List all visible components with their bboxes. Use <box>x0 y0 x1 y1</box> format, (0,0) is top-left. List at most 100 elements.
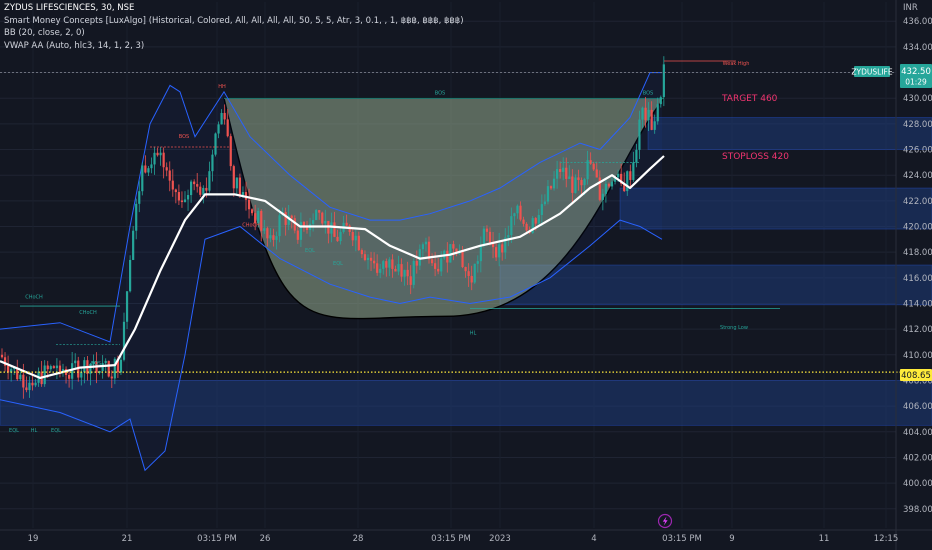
candle <box>394 265 397 272</box>
x-tick-label: 9 <box>729 534 734 544</box>
y-tick-label: 428.00 <box>903 120 932 130</box>
candle <box>351 229 354 247</box>
y-tick-label: 412.00 <box>903 325 932 335</box>
candle <box>430 253 434 266</box>
time-axis[interactable]: 19 21 03:15 PM 26 28 03:15 PM 2023 4 03:15 PM 9 11… <box>0 529 932 544</box>
candle <box>214 132 217 157</box>
indicator-smc[interactable]: Smart Money Concepts [LuxAlgo] (Historic… <box>4 15 464 26</box>
candle <box>559 161 562 179</box>
candle <box>565 157 568 188</box>
x-tick-label: 03:15 PM <box>431 534 471 544</box>
smc-label: CHoCH <box>25 294 43 300</box>
candle <box>519 201 522 222</box>
candle <box>232 164 235 197</box>
candle <box>165 162 168 177</box>
currency-label: INR <box>903 3 918 13</box>
candle <box>366 254 370 270</box>
y-tick-label: 416.00 <box>903 274 932 284</box>
vwap-path <box>0 155 665 379</box>
candle <box>360 248 363 258</box>
candle <box>217 121 220 139</box>
candle <box>68 371 71 388</box>
y-tick-label: 434.00 <box>903 43 932 53</box>
candle <box>226 108 229 138</box>
indicator-bb[interactable]: BB (20, close, 2, 0) <box>4 28 85 38</box>
candle <box>260 209 263 242</box>
symbol-tag-text: ZYDUSLIFE <box>851 68 892 77</box>
order-block-zone <box>647 117 932 150</box>
candle <box>397 255 400 276</box>
candle <box>153 146 156 175</box>
smc-label: BOS <box>643 90 653 96</box>
candle <box>156 147 159 157</box>
candle <box>339 227 342 245</box>
x-tick-label: 03:15 PM <box>197 534 237 544</box>
candle <box>186 189 190 211</box>
x-tick-label: 03:15 PM <box>662 534 702 544</box>
candle <box>504 228 507 259</box>
candle <box>604 177 607 203</box>
symbol-title[interactable]: ZYDUS LIFESCIENCES, 30, NSE <box>4 3 135 13</box>
smc-label: HL <box>31 428 38 434</box>
y-tick-label: 410.00 <box>903 351 932 361</box>
candle <box>507 225 510 247</box>
candle <box>543 194 546 206</box>
candle <box>556 160 559 189</box>
candle <box>485 225 489 242</box>
candle <box>318 210 321 220</box>
y-tick-label: 400.00 <box>903 479 932 489</box>
stoploss-label: STOPLOSS 420 <box>722 152 789 162</box>
candle <box>28 376 31 398</box>
candle <box>644 96 647 128</box>
indicator-vwap[interactable]: VWAP AA (Auto, hlc3, 14, 1, 2, 3) <box>4 40 145 51</box>
candle <box>376 254 379 276</box>
candle <box>659 95 662 108</box>
smc-label: Weak High <box>723 61 750 67</box>
order-block-zone <box>619 187 932 230</box>
candle <box>354 229 357 252</box>
candle <box>278 209 281 243</box>
candle <box>266 226 269 247</box>
candle <box>623 172 626 193</box>
candle <box>321 211 324 228</box>
candle <box>626 170 629 196</box>
candle <box>125 291 129 329</box>
candle <box>592 161 595 171</box>
y-tick-label: 402.00 <box>903 453 932 463</box>
smc-label: BOS <box>435 90 445 96</box>
candle <box>403 269 406 286</box>
candle <box>449 244 452 263</box>
price-axis[interactable]: 398.00 400.00 402.00 404.00 406.00 408.00 410.… <box>895 0 932 550</box>
candle <box>540 194 543 227</box>
target-label: TARGET 460 <box>721 94 778 104</box>
candle <box>638 110 641 160</box>
y-tick-label: 414.00 <box>903 299 932 309</box>
candle <box>473 263 476 284</box>
lightning-icon[interactable] <box>657 513 673 529</box>
candle <box>168 161 171 192</box>
x-tick-label: 26 <box>260 534 271 544</box>
candle <box>110 370 113 389</box>
candle <box>476 255 479 273</box>
candle <box>501 240 504 261</box>
candle <box>345 214 348 226</box>
candle <box>479 236 482 273</box>
y-tick-label: 430.00 <box>903 94 932 104</box>
bb-upper <box>0 72 662 343</box>
smc-label: BOS <box>179 134 189 140</box>
y-tick-label: 436.00 <box>903 17 932 27</box>
candle <box>357 231 360 252</box>
candle <box>589 152 592 165</box>
y-tick-label: 404.00 <box>903 428 932 438</box>
candle <box>391 254 394 278</box>
candle <box>296 226 299 244</box>
band-fill <box>0 72 662 471</box>
candle <box>629 164 632 188</box>
candle <box>49 364 52 372</box>
candle <box>98 370 101 375</box>
candle <box>43 360 46 387</box>
bollinger-bands <box>0 72 663 472</box>
candle <box>461 245 464 269</box>
candle <box>269 228 272 243</box>
